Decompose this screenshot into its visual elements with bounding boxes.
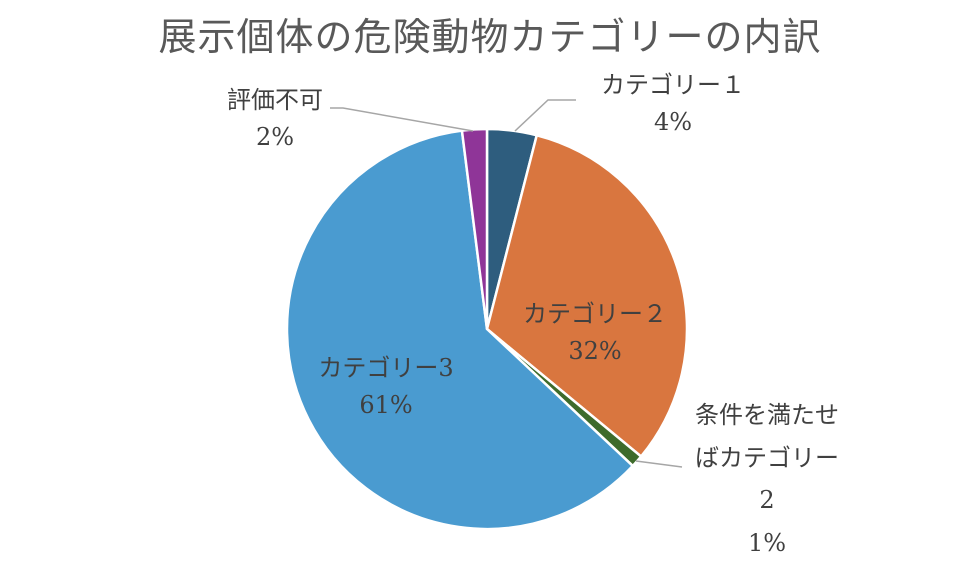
- label-not-evaluable-pct: 2%: [255, 123, 295, 152]
- leader-line-category-1: [514, 99, 576, 132]
- label-conditional-category-2: 条件を満たせ ばカテゴリー 2 1%: [672, 394, 862, 565]
- chart-title: 展示個体の危険動物カテゴリーの内訳: [158, 15, 822, 59]
- label-not-evaluable: 評価不可 2%: [195, 82, 355, 156]
- pie-slices: [285, 127, 689, 531]
- label-category-3-pct: 61%: [359, 391, 413, 420]
- label-category-2: カテゴリー２ 32%: [505, 296, 685, 370]
- label-conditional-line-1: 条件を満たせ: [695, 401, 839, 429]
- label-category-1-pct: 4%: [653, 108, 693, 137]
- label-conditional-line-2: ばカテゴリー: [695, 443, 839, 472]
- leader-lines: [330, 99, 683, 468]
- leader-line-conditional: [635, 460, 683, 468]
- label-category-2-name: カテゴリー２: [523, 300, 667, 328]
- label-category-1: カテゴリー１ 4%: [578, 67, 768, 141]
- slice-category-3: [285, 129, 635, 531]
- label-category-3: カテゴリー3 61%: [296, 350, 476, 424]
- label-category-2-pct: 32%: [568, 337, 622, 366]
- label-not-evaluable-name: 評価不可: [227, 86, 323, 114]
- slice-not-evaluable: [460, 127, 489, 331]
- leader-line-not-evaluable: [330, 107, 474, 132]
- label-category-3-name: カテゴリー3: [318, 354, 454, 382]
- label-conditional-line-3: 2: [759, 486, 775, 515]
- label-category-1-name: カテゴリー１: [601, 71, 745, 99]
- slice-category-2: [485, 134, 689, 458]
- label-conditional-pct: 1%: [747, 529, 787, 558]
